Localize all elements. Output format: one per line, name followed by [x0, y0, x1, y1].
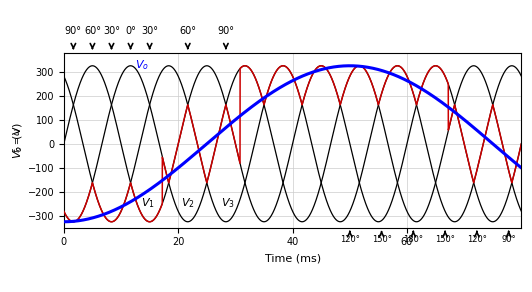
Text: $V_3$: $V_3$ — [221, 196, 235, 210]
X-axis label: Time (ms): Time (ms) — [264, 253, 321, 263]
Text: 90°: 90° — [501, 235, 516, 244]
Y-axis label: $V_o$  (V): $V_o$ (V) — [11, 121, 24, 159]
Text: 180°: 180° — [403, 235, 423, 244]
Text: 120°: 120° — [340, 235, 360, 244]
Text: $f_0 = \omega$: $f_0 = \omega$ — [12, 127, 24, 153]
Text: 150°: 150° — [435, 235, 455, 244]
Text: 120°: 120° — [467, 235, 487, 244]
Text: $V_o$: $V_o$ — [135, 58, 149, 72]
Text: 150°: 150° — [372, 235, 392, 244]
Text: $V_2$: $V_2$ — [181, 196, 195, 210]
Text: $V_1$: $V_1$ — [141, 196, 155, 210]
